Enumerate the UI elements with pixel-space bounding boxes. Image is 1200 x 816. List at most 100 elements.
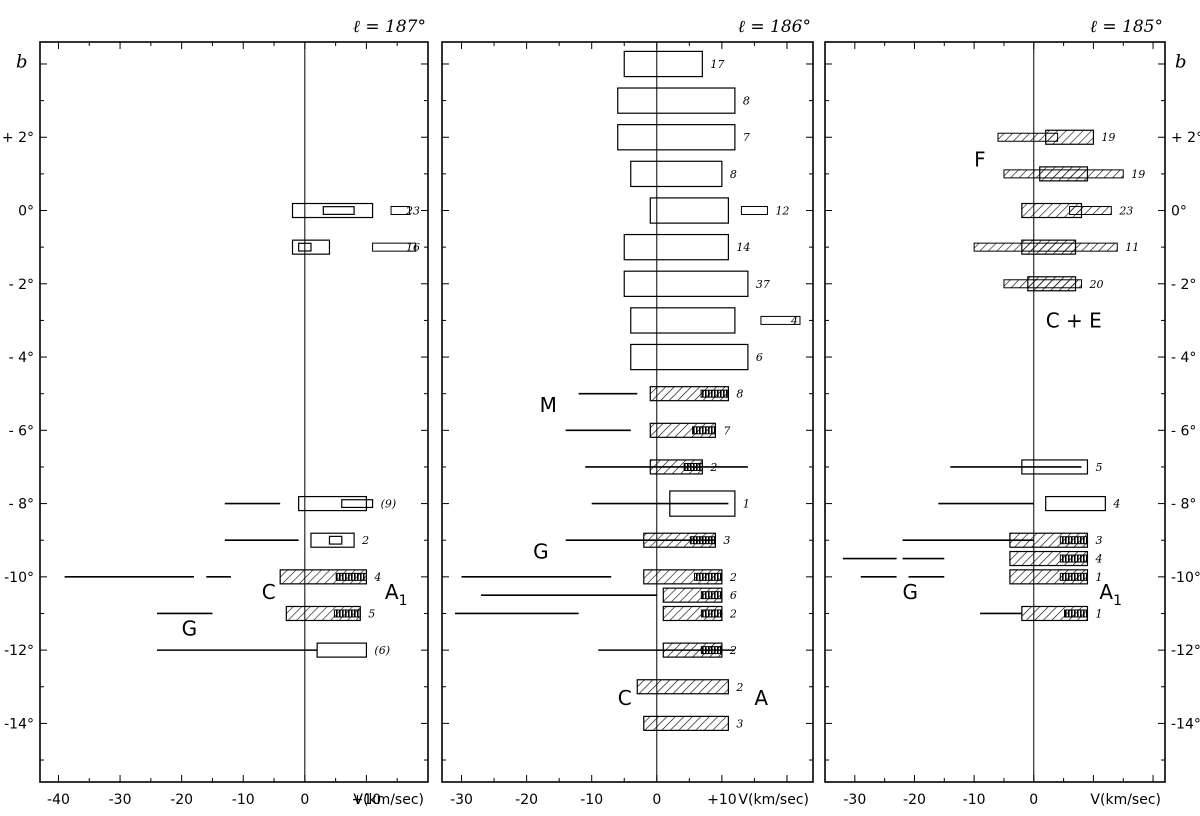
component-label: M bbox=[540, 393, 557, 417]
panel-3: -30 -20 -10 0 V(km/sec) ℓ = 185° + 2° 0° - 2° - 4… bbox=[824, 17, 1200, 808]
x-tick-label: -40 bbox=[47, 792, 70, 808]
side-component-box bbox=[390, 206, 411, 216]
emission-box bbox=[298, 242, 312, 252]
panel-frame bbox=[441, 41, 814, 783]
emission-core bbox=[1059, 572, 1088, 581]
spectrum-count-label: 23 bbox=[1118, 205, 1133, 218]
spectrum-count-label: 4 bbox=[1112, 498, 1120, 511]
spectrum-count-label: 20 bbox=[1088, 278, 1103, 291]
x-tick-label: -30 bbox=[450, 792, 473, 808]
panel-frame bbox=[824, 41, 1166, 783]
x-axis-label: V(km/sec) bbox=[1090, 792, 1161, 808]
y-tick-label: - 8° bbox=[9, 497, 34, 513]
emission-core bbox=[333, 609, 361, 618]
x-axis-label: V(km/sec) bbox=[353, 792, 424, 808]
spectrum-count-label: 2 bbox=[735, 681, 743, 694]
component-label: G bbox=[533, 540, 549, 564]
x-tick-label: +10 bbox=[707, 792, 737, 808]
x-tick-label: -20 bbox=[515, 792, 538, 808]
emission-core bbox=[1063, 609, 1088, 618]
emission-box bbox=[649, 197, 729, 224]
spectrum-count-label: 2 bbox=[729, 571, 737, 584]
panel-2: -30 -20 -10 0 +10 V(km/sec)ℓ = 186°1787812143… bbox=[441, 17, 814, 808]
component-label: C bbox=[618, 686, 632, 710]
spectrum-count-label: 8 bbox=[736, 388, 743, 401]
spectrum-count-label: 16 bbox=[406, 241, 420, 254]
component-label: G bbox=[182, 616, 198, 640]
spectrum-count-label: 1 bbox=[1095, 607, 1102, 620]
y-tick-label: -14° bbox=[1171, 716, 1200, 732]
x-tick-label: +10 bbox=[352, 792, 382, 808]
emission-core bbox=[700, 591, 723, 600]
emission-box bbox=[617, 87, 736, 114]
spectrum-count-label: 37 bbox=[756, 278, 770, 291]
panel-frame bbox=[39, 41, 429, 783]
emission-core bbox=[689, 536, 716, 545]
y-tick-label: -12° bbox=[1171, 643, 1200, 659]
spectrum-count-label: 8 bbox=[730, 168, 737, 181]
spectrum-count-label: 5 bbox=[1095, 461, 1102, 474]
emission-box bbox=[630, 160, 723, 188]
emission-core bbox=[1059, 536, 1088, 545]
x-tick-label: -10 bbox=[232, 792, 255, 808]
y-tick-label: + 2° bbox=[2, 130, 34, 146]
component-label: G bbox=[903, 580, 919, 604]
spectrum-count-label: 17 bbox=[710, 58, 724, 71]
spectrum-count-label: (6) bbox=[374, 644, 390, 657]
spectrum-count-label: 14 bbox=[736, 241, 750, 254]
side-component-box bbox=[760, 315, 801, 325]
x-tick-label: 0 bbox=[652, 792, 661, 808]
spectrum-count-label: 3 bbox=[723, 534, 730, 547]
side-component-box bbox=[1069, 206, 1112, 216]
emission-core bbox=[683, 462, 703, 471]
emission-box bbox=[643, 715, 729, 731]
spectrum-count-label: 4 bbox=[373, 571, 381, 584]
side-component-box bbox=[740, 206, 768, 216]
component-label: F bbox=[974, 148, 986, 172]
emission-box bbox=[291, 239, 331, 255]
emission-box bbox=[322, 206, 355, 215]
spectrum-count-label: 1 bbox=[1095, 571, 1102, 584]
component-label: C + E bbox=[1046, 309, 1102, 333]
y-axis-label: b bbox=[1175, 52, 1187, 73]
component-label: A1 bbox=[1099, 580, 1122, 609]
emission-box bbox=[1045, 495, 1106, 512]
spectrum-count-label: 6 bbox=[756, 351, 763, 364]
spectrum-count-label: 4 bbox=[1094, 553, 1102, 566]
emission-box bbox=[636, 679, 729, 695]
x-tick-label: -20 bbox=[170, 792, 193, 808]
component-label: A bbox=[754, 686, 768, 710]
side-component-box bbox=[973, 242, 1118, 252]
emission-box bbox=[623, 233, 729, 261]
emission-core bbox=[692, 426, 716, 435]
emission-core bbox=[694, 572, 723, 581]
emission-box bbox=[328, 535, 343, 545]
x-tick-label: -10 bbox=[580, 792, 603, 808]
y-tick-label: -12° bbox=[4, 643, 34, 659]
y-tick-label: 0° bbox=[18, 204, 34, 220]
side-component-box bbox=[997, 132, 1059, 142]
y-tick-label: - 8° bbox=[1171, 497, 1196, 513]
emission-core bbox=[1059, 554, 1088, 563]
emission-core bbox=[335, 572, 367, 581]
panel-1: -40 -30 -20 -10 0 +10V(km/sec) ℓ = 187° + 2° 0° -… bbox=[2, 17, 429, 808]
panel-longitude-label: ℓ = 187° bbox=[353, 17, 426, 37]
emission-box bbox=[630, 307, 736, 334]
y-tick-label: + 2° bbox=[1171, 130, 1200, 146]
side-component-box bbox=[372, 242, 417, 252]
y-axis-label: b bbox=[16, 52, 28, 73]
panel-longitude-label: ℓ = 186° bbox=[738, 17, 811, 37]
emission-box bbox=[623, 270, 749, 297]
emission-box bbox=[617, 124, 736, 151]
emission-box bbox=[298, 495, 368, 512]
panel-longitude-label: ℓ = 185° bbox=[1090, 17, 1163, 37]
spectrum-count-label: 8 bbox=[743, 95, 750, 108]
side-component-box bbox=[1003, 169, 1124, 179]
spectrum-count-label: 7 bbox=[723, 424, 730, 437]
y-tick-label: -10° bbox=[4, 570, 34, 586]
emission-box bbox=[669, 490, 736, 517]
y-tick-label: -10° bbox=[1171, 570, 1200, 586]
y-tick-label: - 2° bbox=[9, 277, 34, 293]
y-tick-label: - 6° bbox=[1171, 423, 1196, 439]
spectrum-count-label: 23 bbox=[405, 205, 420, 218]
